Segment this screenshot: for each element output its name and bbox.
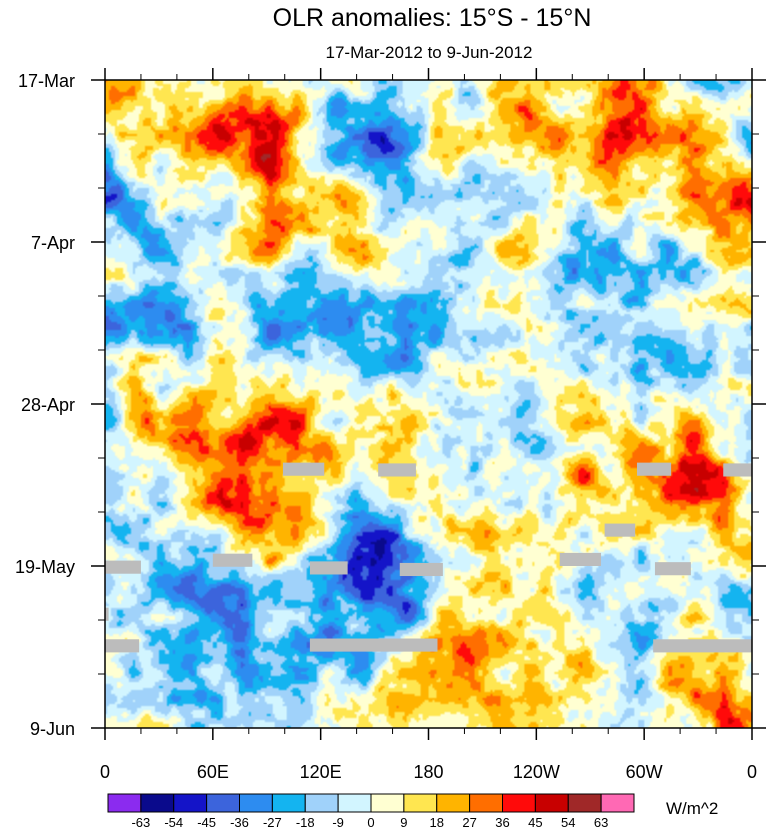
colorbar: -63 -54 -45 -36 -27 -18 -9 0 9 18 27 36 45 54 63 (107, 793, 635, 830)
plot-area: 0 60E 120E 180 120W 60W 0 17-Mar 7-Apr 28-Apr 19-… (15, 68, 766, 782)
y-tick-label: 7-Apr (31, 233, 75, 253)
colorbar-tick-label: -9 (332, 815, 344, 830)
colorbar-swatch (304, 793, 339, 813)
colorbar-tick-label: 18 (430, 815, 444, 830)
missing-data-segment-5 (282, 462, 325, 476)
colorbar-swatch (469, 793, 503, 813)
missing-data-segment-6 (309, 561, 348, 575)
y-tick-label: 17-Mar (18, 71, 75, 91)
colorbar-swatch (502, 793, 536, 813)
missing-data-segment-1 (105, 607, 109, 621)
colorbar-swatch (403, 793, 438, 813)
colorbar-tick-label: -54 (164, 815, 183, 830)
missing-data-segment-8 (378, 463, 416, 477)
y-tick-label: 28-Apr (21, 395, 75, 415)
y-axis: 17-Mar 7-Apr 28-Apr 19-May 9-Jun (15, 71, 766, 739)
missing-data-layer (105, 462, 752, 653)
colorbar-swatch (107, 793, 142, 813)
x-tick-label: 180 (413, 762, 443, 782)
x-tick-label: 120E (300, 762, 342, 782)
chart-subtitle: 17-Mar-2012 to 9-Jun-2012 (326, 43, 533, 62)
missing-data-segment-10 (559, 552, 602, 566)
missing-data-segment-9 (399, 562, 443, 577)
colorbar-swatch (271, 793, 306, 813)
colorbar-swatch (140, 793, 175, 813)
missing-data-segment-7 (309, 638, 438, 652)
colorbar-tick-label: -63 (131, 815, 150, 830)
x-tick-label: 60E (197, 762, 229, 782)
colorbar-swatch (370, 793, 405, 813)
colorbar-tick-label: 36 (495, 815, 509, 830)
colorbar-swatch (239, 793, 273, 813)
missing-data-segment-2 (105, 560, 141, 574)
colorbar-tick-label: -27 (263, 815, 282, 830)
x-axis: 0 60E 120E 180 120W 60W 0 (100, 68, 757, 782)
olr-anomaly-field (105, 80, 752, 728)
colorbar-tick-label: 45 (528, 815, 542, 830)
missing-data-segment-13 (654, 562, 691, 576)
missing-data-segment-11 (604, 523, 636, 537)
colorbar-swatch (206, 793, 240, 813)
x-tick-label: 60W (626, 762, 663, 782)
y-tick-label: 9-Jun (30, 719, 75, 739)
colorbar-swatch (534, 793, 569, 813)
colorbar-tick-label: -36 (230, 815, 249, 830)
colorbar-tick-label: 0 (367, 815, 374, 830)
colorbar-swatch (567, 793, 602, 813)
colorbar-swatch (600, 793, 635, 813)
colorbar-units: W/m^2 (666, 799, 718, 818)
colorbar-tick-label: 9 (400, 815, 407, 830)
x-tick-label: 0 (747, 762, 757, 782)
colorbar-swatch (436, 793, 471, 813)
x-tick-label: 0 (100, 762, 110, 782)
x-tick-label: 120W (513, 762, 560, 782)
colorbar-tick-label: -45 (197, 815, 216, 830)
missing-data-segment-12 (636, 462, 672, 476)
colorbar-tick-label: 54 (561, 815, 575, 830)
missing-data-segment-14 (653, 639, 752, 653)
y-tick-label: 19-May (15, 557, 75, 577)
missing-data-segment-4 (212, 553, 253, 567)
colorbar-tick-label: 27 (462, 815, 476, 830)
missing-data-segment-15 (723, 463, 752, 477)
missing-data-segment-3 (105, 639, 140, 653)
colorbar-swatch (173, 793, 208, 813)
colorbar-tick-label: 63 (594, 815, 608, 830)
colorbar-swatch (337, 793, 372, 813)
colorbar-tick-label: -18 (296, 815, 315, 830)
chart-title: OLR anomalies: 15°S - 15°N (273, 4, 592, 32)
